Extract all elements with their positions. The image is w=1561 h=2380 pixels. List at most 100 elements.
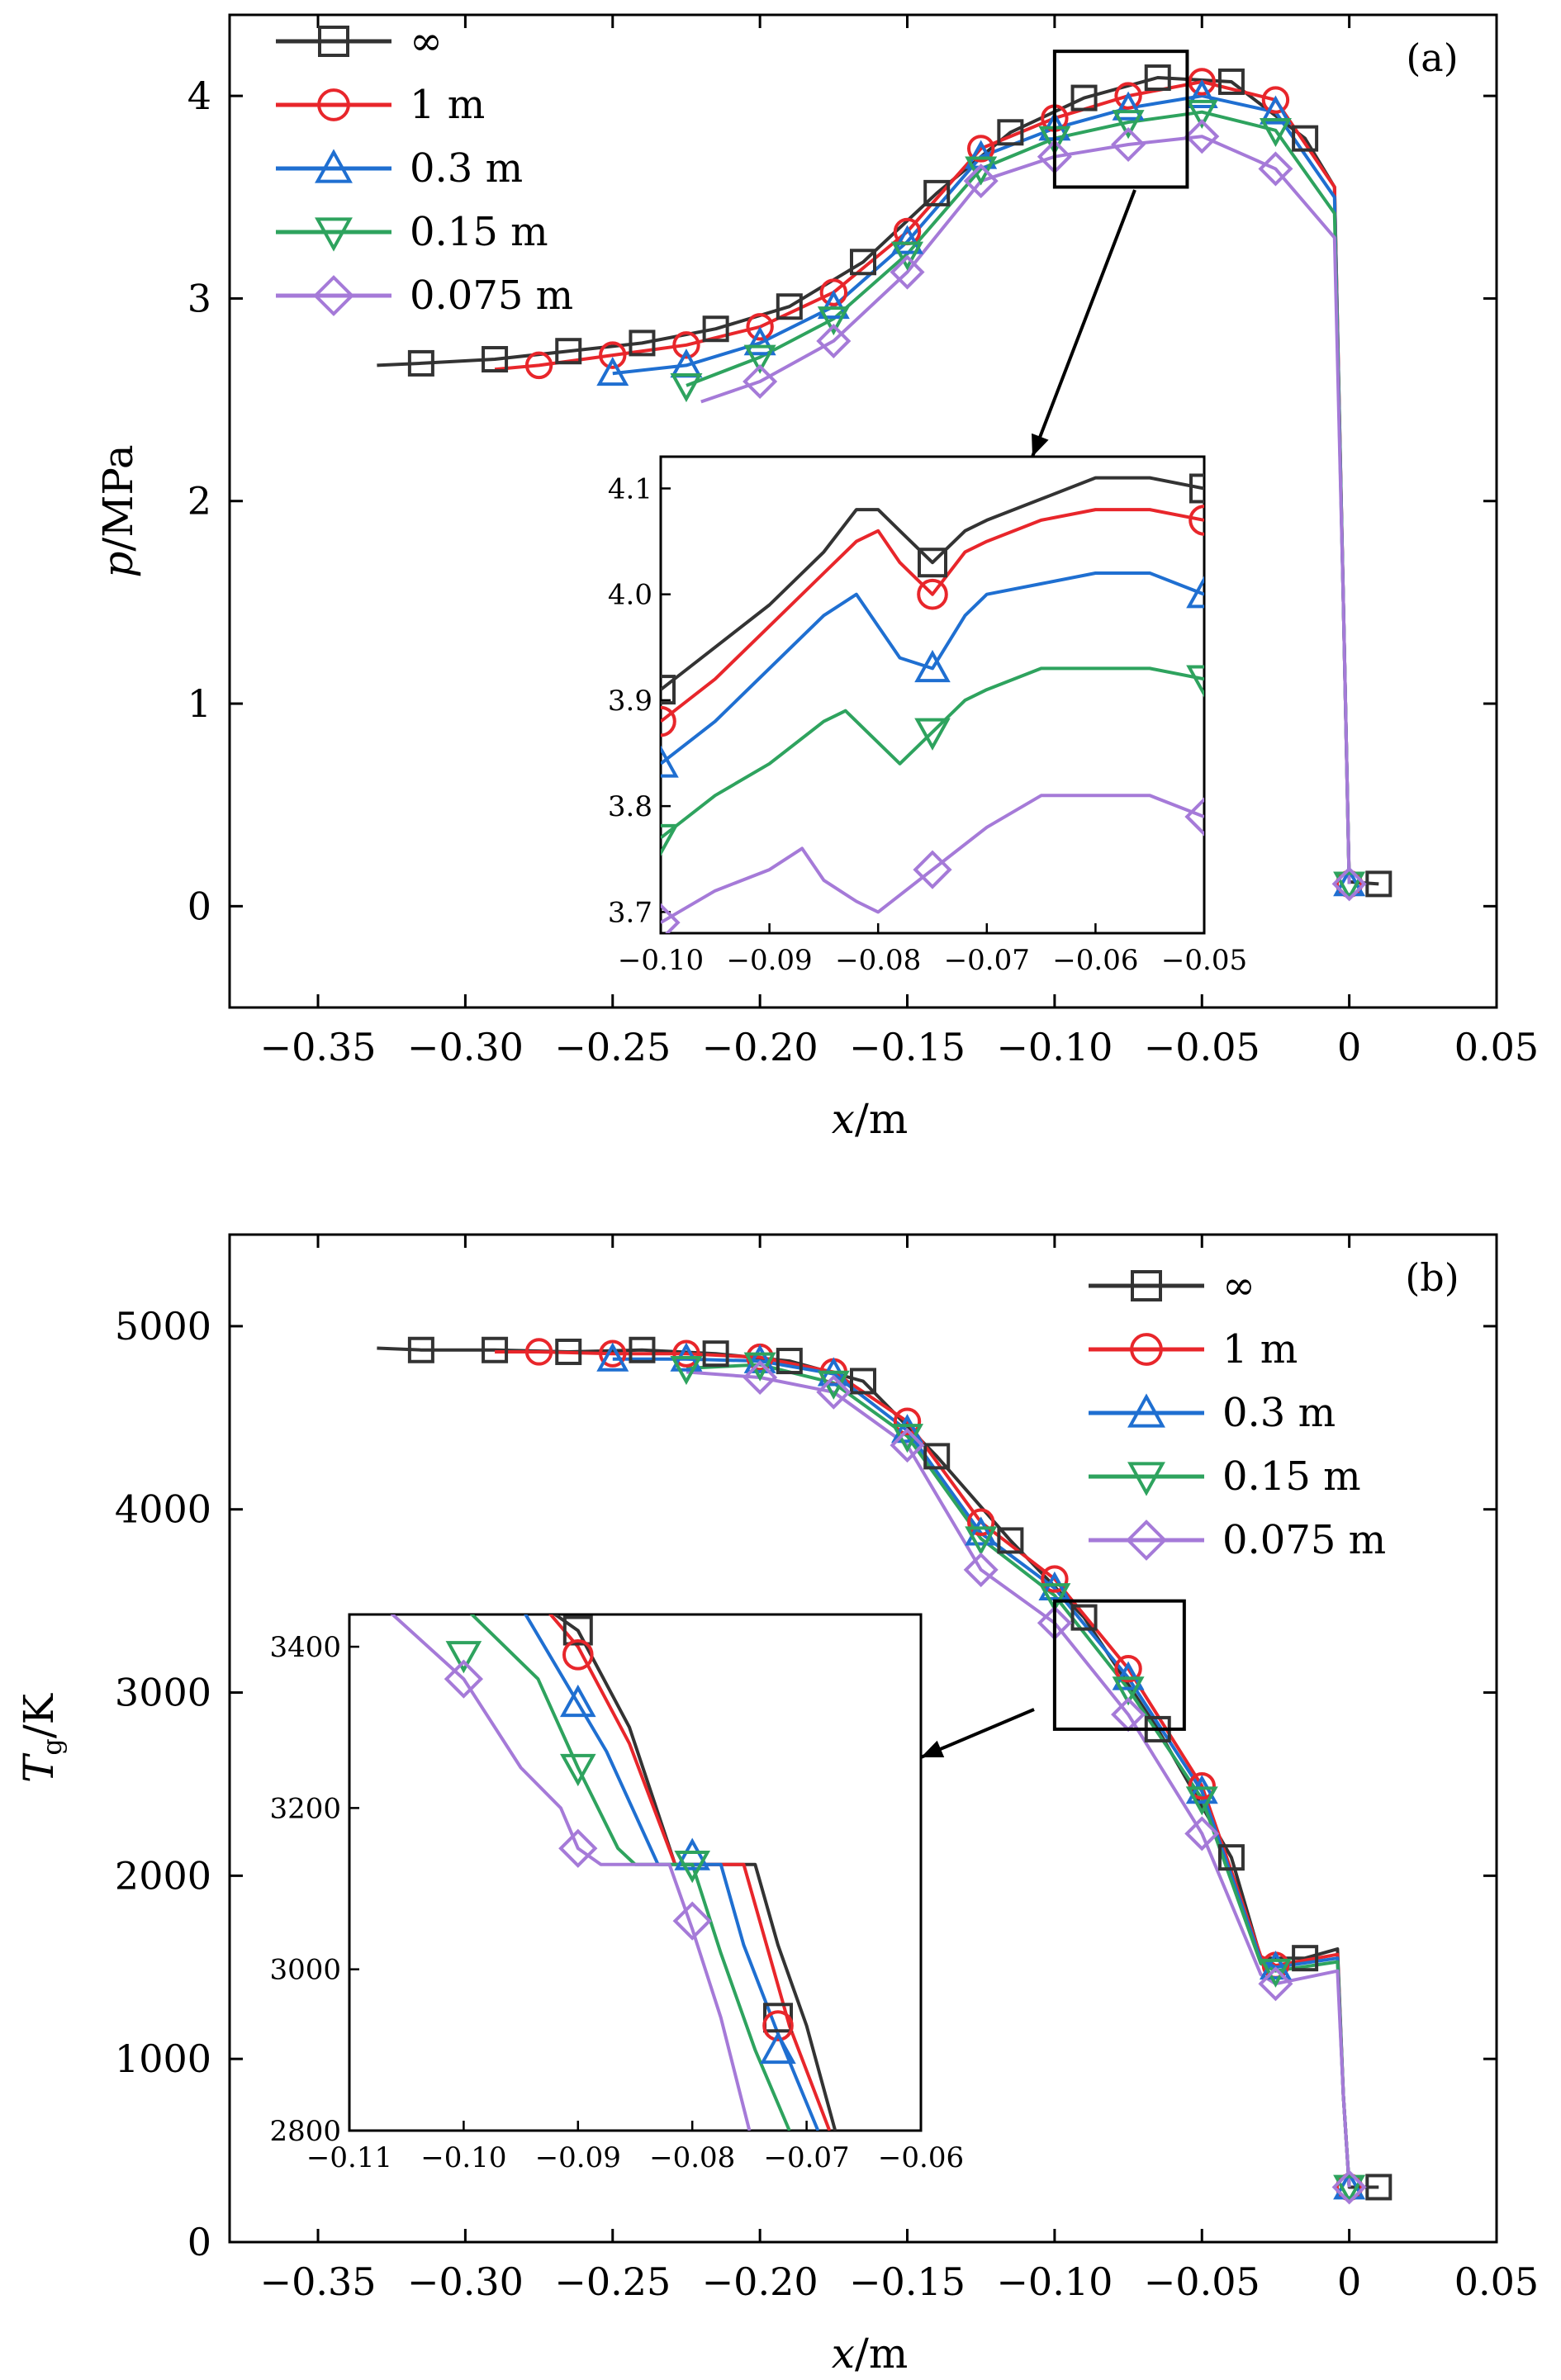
inset-x-tick-label: −0.10 <box>420 2141 506 2174</box>
legend-label: 0.075 m <box>1222 1517 1386 1563</box>
series-marker-m0075 <box>963 1552 999 1587</box>
zoom-box <box>1052 1599 1186 1731</box>
series-marker-m1 <box>746 313 774 341</box>
series-marker-inf <box>1365 870 1393 898</box>
inset-series-marker-m0075 <box>661 903 681 933</box>
series-marker-m03 <box>1185 1775 1218 1804</box>
inset-y-tick-label: 3.8 <box>608 790 652 823</box>
series-marker-inf <box>1217 68 1245 95</box>
inset-frame <box>348 1613 923 2132</box>
legend: ∞ 1 m 0.3 m 0.15 m 0.075 m <box>276 18 573 319</box>
series-marker-m015 <box>891 241 924 271</box>
series-marker-m03 <box>743 1344 776 1373</box>
series-marker-inf <box>702 1340 729 1368</box>
y-axis-label-var: T <box>15 1752 63 1783</box>
series-layer <box>377 64 1393 902</box>
series-marker-inf <box>850 1368 876 1395</box>
x-tick-label: −0.10 <box>996 1025 1113 1069</box>
inset-y-tick-label: 2800 <box>269 2115 341 2148</box>
legend: ∞ 1 m 0.3 m 0.15 m 0.075 m <box>1089 1263 1386 1563</box>
inset-series-line-m1 <box>661 508 1204 723</box>
series-marker-inf <box>702 315 729 343</box>
inset-series-marker-m1 <box>562 1639 594 1671</box>
inset-series-marker-m03 <box>674 1837 710 1870</box>
series-marker-m0075 <box>816 1374 852 1410</box>
legend-marker <box>317 88 350 121</box>
inset-series-marker-m03 <box>560 1684 596 1718</box>
inset-series-marker-m03 <box>1186 576 1204 609</box>
inset-series-marker-inf <box>562 1615 593 1646</box>
series-marker-m1 <box>599 341 627 369</box>
series-marker-inf <box>850 249 876 276</box>
series-marker-m1 <box>524 1338 553 1366</box>
series-marker-inf <box>407 349 434 377</box>
inset-series-marker-m03 <box>914 649 951 683</box>
y-tick-label: 3 <box>187 276 211 320</box>
panel-a-pressure-chart: −0.35 −0.30 −0.25 −0.20 −0.15 −0.10 −0.05 0 0.05… <box>94 13 1539 1143</box>
inset-series-marker-m03 <box>661 745 679 778</box>
inset-series-marker-m0075 <box>558 1828 598 1868</box>
series-marker-inf <box>1070 1604 1098 1631</box>
series-marker-m0075 <box>1258 151 1293 187</box>
inset-x-tick-label: −0.06 <box>878 2141 964 2174</box>
series-marker-inf <box>923 1443 951 1470</box>
legend-label: 0.15 m <box>1222 1453 1361 1500</box>
x-tick-label: −0.20 <box>702 2259 818 2304</box>
plot-frame <box>228 1233 1498 2244</box>
legend-label: 0.3 m <box>410 145 523 192</box>
x-axis-label: x/m <box>832 1095 908 1143</box>
series-marker-m015 <box>1259 117 1292 148</box>
series-marker-inf <box>629 1336 656 1363</box>
x-axis-label-var: x <box>832 1095 855 1143</box>
inset-series-line-m015 <box>661 666 1204 840</box>
series-marker-inf <box>407 1336 434 1363</box>
inset-chart: −0.11 −0.10 −0.09 −0.08 −0.07 −0.06 2800 3000 32… <box>269 1613 964 2174</box>
series-marker-inf <box>776 293 803 320</box>
zoom-arrow-line <box>1031 189 1136 458</box>
y-tick-label: 4000 <box>115 1487 211 1532</box>
series-marker-m015 <box>1038 1583 1071 1613</box>
series-marker-m03 <box>1259 1951 1292 1980</box>
inset-y-tick-label: 3.9 <box>608 685 652 718</box>
series-marker-m03 <box>743 326 776 356</box>
series-marker-m03 <box>1185 78 1218 109</box>
series-marker-m1 <box>1188 68 1216 96</box>
legend-marker <box>1126 1520 1167 1561</box>
series-marker-m0075 <box>963 164 999 199</box>
y-tick-label: 0 <box>187 2220 211 2264</box>
series-marker-m0075 <box>743 363 778 400</box>
legend-marker <box>1131 1270 1162 1301</box>
x-tick-label: −0.15 <box>849 1025 966 1069</box>
inset-x-tick-label: −0.09 <box>726 944 812 977</box>
series-marker-inf <box>1292 125 1319 152</box>
series-line-m0075 <box>700 135 1351 884</box>
inset-series-marker-m015 <box>914 718 951 751</box>
inset-y-tick-label: 3.7 <box>608 896 652 929</box>
series-marker-m0075 <box>1331 2169 1367 2205</box>
series-marker-m03 <box>1038 1571 1071 1600</box>
series-marker-m015 <box>1185 1786 1218 1816</box>
series-marker-m1 <box>1114 1655 1142 1683</box>
panel-label: (a) <box>1406 36 1458 80</box>
series-marker-m03 <box>1112 1661 1145 1690</box>
series-marker-inf <box>1144 64 1171 92</box>
inset-series-marker-m1 <box>661 705 676 737</box>
inset-series-marker-m015 <box>1186 665 1204 698</box>
inset-x-tick-label: −0.08 <box>835 944 921 977</box>
series-marker-m03 <box>596 356 629 386</box>
inset-series-marker-inf <box>1189 473 1204 504</box>
inset-series-marker-m015 <box>674 1851 710 1884</box>
inset-chart: −0.10 −0.09 −0.08 −0.07 −0.06 −0.05 3.7 3.8 3.9 4… <box>608 455 1247 977</box>
inset-x-tick-label: −0.10 <box>618 944 704 977</box>
inset-x-tick-label: −0.05 <box>1161 944 1247 977</box>
series-marker-m015 <box>1112 1676 1145 1706</box>
y-axis-label-unit: /MPa <box>94 444 142 551</box>
zoom-arrow-head <box>1032 433 1049 457</box>
legend-marker <box>318 26 349 57</box>
series-marker-inf <box>482 1336 509 1363</box>
series-marker-m015 <box>1185 99 1218 129</box>
inset-series-marker-m0075 <box>913 850 952 889</box>
x-tick-label: −0.15 <box>849 2259 966 2304</box>
inset-series-line-m03 <box>661 571 1204 766</box>
